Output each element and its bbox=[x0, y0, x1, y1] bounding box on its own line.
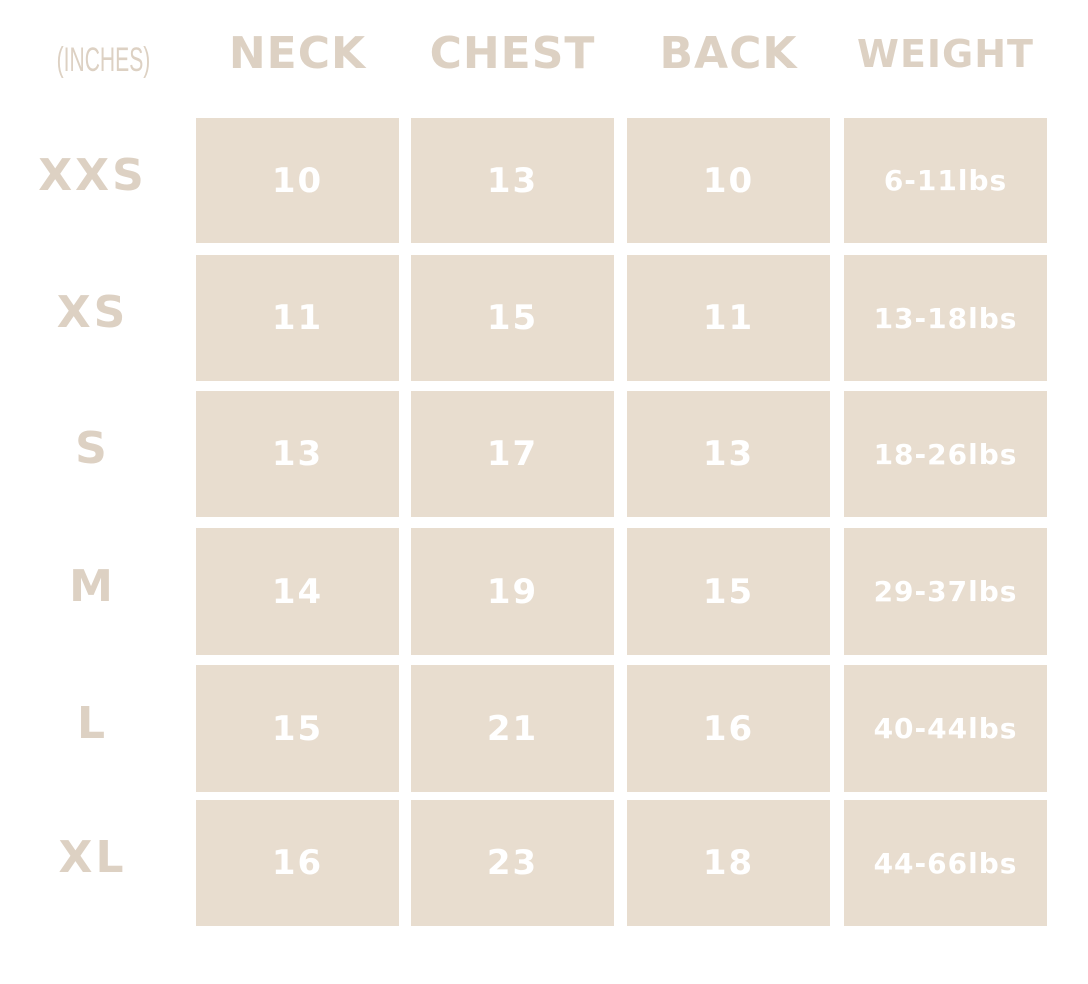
table-cell: 13 bbox=[411, 118, 614, 243]
column-header-chest: CHEST bbox=[429, 28, 596, 79]
table-cell: 17 bbox=[411, 391, 614, 517]
table-cell: 14 bbox=[196, 528, 399, 655]
table-cell: 23 bbox=[411, 800, 614, 926]
table-cell: 13 bbox=[627, 391, 830, 517]
row-label-m: M bbox=[69, 561, 116, 612]
row-label-xl: XL bbox=[58, 832, 127, 883]
row-label-xxs: XXS bbox=[38, 150, 147, 201]
table-cell: 15 bbox=[196, 665, 399, 792]
table-cell: 29-37lbs bbox=[844, 528, 1047, 655]
table-cell: 18-26lbs bbox=[844, 391, 1047, 517]
table-cell: 19 bbox=[411, 528, 614, 655]
table-cell: 15 bbox=[411, 255, 614, 381]
table-cell: 15 bbox=[627, 528, 830, 655]
table-cell: 10 bbox=[196, 118, 399, 243]
table-cell: 18 bbox=[627, 800, 830, 926]
table-cell: 11 bbox=[196, 255, 399, 381]
table-cell: 13 bbox=[196, 391, 399, 517]
table-cell: 40-44lbs bbox=[844, 665, 1047, 792]
unit-label: (INCHES) bbox=[56, 41, 151, 79]
table-cell: 44-66lbs bbox=[844, 800, 1047, 926]
row-label-l: L bbox=[76, 698, 109, 749]
table-cell: 6-11lbs bbox=[844, 118, 1047, 243]
table-cell: 13-18lbs bbox=[844, 255, 1047, 381]
table-cell: 11 bbox=[627, 255, 830, 381]
table-cell: 16 bbox=[196, 800, 399, 926]
row-label-xs: XS bbox=[56, 287, 129, 338]
row-label-s: S bbox=[75, 423, 110, 474]
table-cell: 10 bbox=[627, 118, 830, 243]
column-header-back: BACK bbox=[659, 28, 798, 79]
column-header-neck: NECK bbox=[228, 28, 367, 79]
table-cell: 21 bbox=[411, 665, 614, 792]
table-cell: 16 bbox=[627, 665, 830, 792]
column-header-weight: WEIGHT bbox=[857, 32, 1034, 76]
